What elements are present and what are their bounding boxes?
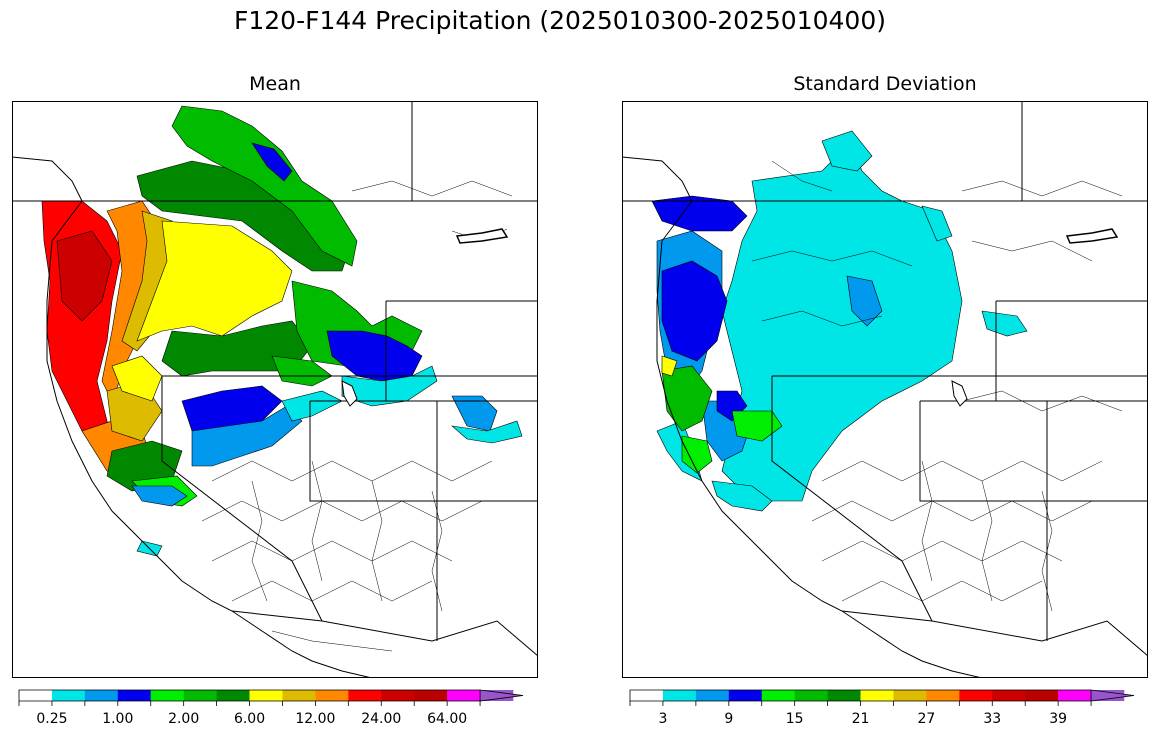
mean-colorbar-tick-label: 1.00 xyxy=(102,711,133,727)
stddev-colorbar-tick-label: 3 xyxy=(658,711,667,727)
stddev-boundaries xyxy=(622,101,1148,678)
stddev-colorbar-swatch xyxy=(860,690,894,701)
mean-colorbar-tick-label: 0.25 xyxy=(36,711,67,727)
mean-colorbar-tick-label: 2.00 xyxy=(168,711,199,727)
stddev-region-fill xyxy=(651,130,1028,512)
mean-colorbar-swatch xyxy=(348,690,382,701)
stddev-colorbar-tick-label: 21 xyxy=(852,711,870,727)
mean-colorbar-swatch xyxy=(150,690,184,701)
stddev-colorbar-tick-label: 9 xyxy=(724,711,733,727)
stddev-great-salt-lake xyxy=(951,380,968,407)
stddev-colorbar-tick-label: 33 xyxy=(983,711,1001,727)
panel-title-stddev: Standard Deviation xyxy=(793,73,977,95)
stddev-colorbar-swatch xyxy=(959,690,993,701)
stddev-colorbar-swatch xyxy=(893,690,927,701)
colorbar-mean: 0.25 1.00 2.00 6.00 12.00 24.00 64.00 xyxy=(18,689,538,739)
panel-title-mean: Mean xyxy=(249,73,301,95)
mean-colorbar-extend-arrow xyxy=(479,689,524,702)
mean-colorbar-tick-label: 24.00 xyxy=(361,711,401,727)
stddev-colorbar-extend-arrow xyxy=(1090,689,1135,702)
stddev-basin-lines xyxy=(751,160,1123,612)
stddev-colorbar-swatch xyxy=(630,690,664,701)
map-stddev xyxy=(622,101,1148,678)
mean-colorbar-swatch xyxy=(447,690,481,701)
stddev-colorbar-swatch xyxy=(1058,690,1092,701)
stddev-colorbar-tick-label: 27 xyxy=(917,711,935,727)
mean-colorbar-swatch xyxy=(84,690,119,701)
mean-colorbar-tick-label: 12.00 xyxy=(295,711,335,727)
map-mean xyxy=(12,101,538,678)
mean-boundaries xyxy=(12,101,538,678)
mean-region-fill xyxy=(41,105,523,557)
mean-colorbar-swatch xyxy=(249,690,283,701)
mean-colorbar-swatch xyxy=(19,690,53,701)
stddev-colorbar-swatch xyxy=(926,690,960,701)
stddev-colorbar-swatch xyxy=(1025,690,1059,701)
stddev-colorbar-swatch xyxy=(761,690,795,701)
colorbar-stddev: 3 9 15 21 27 33 39 xyxy=(629,689,1149,739)
mean-colorbar-swatch xyxy=(282,690,316,701)
stddev-colorbar-swatch xyxy=(728,690,763,701)
mean-lake-north xyxy=(455,228,509,244)
mean-colorbar-tick-label: 64.00 xyxy=(427,711,467,727)
mean-map-frame xyxy=(12,101,538,678)
stddev-map-frame xyxy=(622,101,1148,678)
stddev-colorbar-swatch xyxy=(695,690,730,701)
mean-colorbar-swatch xyxy=(216,690,250,701)
mean-colorbar-swatch xyxy=(183,690,217,701)
mean-great-salt-lake xyxy=(341,380,358,407)
stddev-colorbar-swatch xyxy=(794,690,828,701)
stddev-colorbar-tick-label: 39 xyxy=(1049,711,1067,727)
stddev-lake-north xyxy=(1065,228,1119,244)
stddev-colorbar-tick-label: 15 xyxy=(786,711,804,727)
mean-colorbar-swatch xyxy=(315,690,349,701)
stddev-colorbar-swatch xyxy=(992,690,1026,701)
mean-colorbar-swatch xyxy=(414,690,448,701)
stddev-colorbar-swatch xyxy=(662,690,697,701)
figure-title: F120-F144 Precipitation (2025010300-2025… xyxy=(233,6,886,35)
mean-colorbar-swatch xyxy=(51,690,86,701)
mean-colorbar-swatch xyxy=(381,690,415,701)
mean-colorbar-swatch xyxy=(117,690,152,701)
mean-colorbar-tick-label: 6.00 xyxy=(234,711,265,727)
stddev-colorbar-swatch xyxy=(827,690,861,701)
